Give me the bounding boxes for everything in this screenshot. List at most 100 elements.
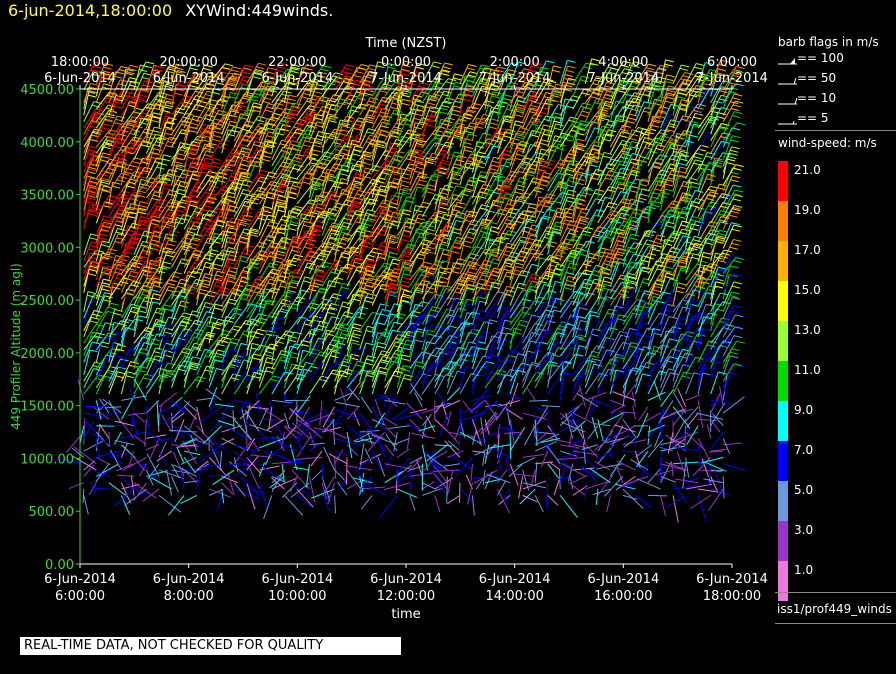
wind-barb	[120, 157, 143, 179]
wind-barb	[196, 316, 217, 338]
wind-barb	[108, 400, 121, 423]
wind-barb	[673, 461, 699, 465]
wind-barb	[95, 215, 112, 236]
wind-barb	[83, 440, 104, 452]
wind-barb	[346, 145, 364, 167]
wind-barb	[304, 419, 310, 438]
legend-separator	[775, 592, 896, 593]
wind-barb	[602, 431, 624, 440]
wind-barb	[221, 246, 237, 268]
wind-barb	[171, 469, 190, 474]
wind-barb	[346, 176, 364, 198]
wind-barb	[224, 425, 248, 439]
wind-barb	[158, 250, 176, 274]
wind-barb	[525, 386, 536, 401]
wind-barb	[296, 312, 320, 332]
wind-barb	[309, 425, 323, 443]
wind-barb	[497, 480, 507, 496]
wind-barb	[133, 261, 154, 281]
wind-barb	[321, 463, 324, 480]
wind-barb	[183, 356, 201, 376]
wind-barb	[146, 453, 160, 477]
wind-barb	[121, 395, 148, 401]
color-swatch	[778, 561, 788, 601]
wind-barb	[258, 278, 278, 300]
wind-barb	[146, 431, 166, 443]
wind-barb	[173, 464, 197, 477]
wind-barb	[208, 488, 231, 498]
x-bottom-tick-date: 6-Jun-2014	[44, 572, 116, 587]
wind-barb	[283, 412, 290, 429]
wind-barb	[685, 406, 699, 422]
wind-barb	[208, 329, 233, 351]
wind-barb	[321, 72, 344, 91]
wind-barb	[146, 400, 160, 413]
wind-barb	[359, 430, 380, 433]
wind-barb	[409, 469, 415, 490]
wind-barb	[95, 248, 118, 268]
wind-barb	[296, 302, 319, 325]
wind-barb	[108, 355, 123, 376]
wind-barb	[246, 406, 270, 410]
wind-barb-chart: 0.00 500.00 1000.00 1500.00 2000.00 2500.00 30…	[9, 36, 768, 622]
wind-barb	[145, 444, 160, 451]
wind-barb	[108, 172, 130, 192]
wind-barb	[710, 431, 724, 450]
wind-barb	[120, 361, 139, 382]
title-bar: 6-jun-2014,18:00:00 XYWind:449winds.	[8, 1, 333, 20]
color-swatch-label: 9.0	[794, 403, 814, 417]
wind-barb	[233, 255, 250, 281]
wind-barb	[672, 495, 679, 523]
wind-barb	[234, 444, 254, 452]
wind-barb	[82, 489, 85, 504]
x-top-axis-label: Time (NZST)	[365, 36, 447, 51]
wind-barb	[278, 455, 298, 465]
wind-barb	[130, 474, 135, 496]
wind-barb	[121, 431, 146, 439]
wind-barb	[360, 495, 373, 510]
wind-barb	[274, 439, 298, 452]
wind-barb	[83, 418, 86, 445]
wind-barb	[636, 478, 661, 490]
wind-barb	[606, 495, 611, 513]
wind-barb	[585, 481, 608, 490]
wind-barb	[171, 188, 187, 211]
wind-barb	[559, 402, 583, 420]
wind-barb	[524, 425, 536, 446]
x-top-tick-date: 7-Jun-2014	[479, 71, 551, 86]
wind-barb	[309, 71, 327, 91]
wind-barb	[171, 312, 192, 332]
wind-barb	[108, 366, 127, 388]
wind-barb	[572, 88, 592, 110]
wind-barb	[158, 271, 183, 294]
wind-barb	[666, 494, 686, 508]
wind-barb	[233, 482, 246, 497]
wind-barb	[271, 124, 291, 148]
wind-barb	[384, 444, 395, 457]
wind-barb	[95, 195, 118, 217]
wind-barb	[183, 376, 206, 395]
wind-barb	[147, 463, 160, 480]
wind-barb	[327, 482, 336, 505]
wind-barb	[509, 311, 531, 332]
wind-barb	[708, 488, 724, 511]
wind-barb	[471, 495, 475, 516]
wind-barb	[283, 180, 303, 205]
wind-barb	[321, 488, 330, 511]
wind-barb	[459, 346, 480, 369]
color-swatch-label: 3.0	[794, 523, 814, 537]
x-bottom-tick-date: 6-Jun-2014	[479, 572, 551, 587]
wind-barb	[95, 278, 112, 300]
wind-barb	[171, 396, 183, 408]
wind-barb	[221, 348, 237, 369]
wind-barb	[233, 289, 254, 312]
wind-barb	[409, 456, 423, 465]
wind-barb	[450, 454, 473, 471]
wind-barb	[297, 412, 323, 426]
x-top-tick-time: 22:00:00	[268, 55, 326, 70]
wind-barb	[547, 495, 559, 506]
wind-barb	[288, 406, 298, 420]
wind-barb	[196, 302, 214, 325]
color-swatch-label: 7.0	[794, 443, 814, 457]
wind-barb	[183, 115, 203, 135]
